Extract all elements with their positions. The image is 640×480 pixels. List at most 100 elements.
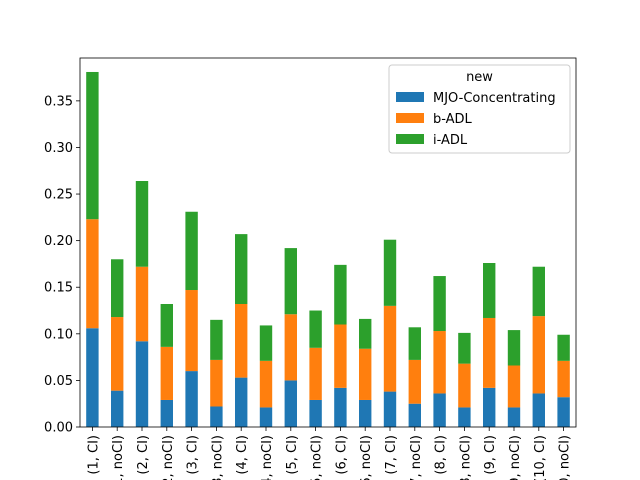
y-tick-label: 0.25 xyxy=(44,188,73,203)
x-tick-label: (8, noCI) xyxy=(458,435,473,480)
x-tick-label: (5, noCI) xyxy=(310,435,325,480)
bar-mjo-concentrating-2 xyxy=(111,390,124,427)
bar-b-adl-18 xyxy=(507,365,521,408)
bar-b-adl-15 xyxy=(433,331,446,394)
legend-entry-label: i-ADL xyxy=(433,133,468,148)
bar-i-adl-5 xyxy=(185,211,198,291)
x-tick-label: (6, CI) xyxy=(334,435,349,475)
legend-box xyxy=(388,64,571,154)
y-axis-ticks: 0.00 0.05 0.10 0.15 0.20 0.25 0.30 0.35 xyxy=(44,94,80,436)
x-tick-label: (1, noCI) xyxy=(111,435,126,480)
x-tick-label: (3, noCI) xyxy=(210,435,225,480)
bar-i-adl-3 xyxy=(135,181,149,267)
bar-b-adl-12 xyxy=(359,348,372,400)
bar-mjo-concentrating-8 xyxy=(259,407,273,427)
legend-entry-label: MJO-Concentrating xyxy=(433,91,556,106)
bar-mjo-concentrating-10 xyxy=(309,399,322,427)
x-tick-label: (5, CI) xyxy=(285,435,300,475)
axes-frame xyxy=(79,57,577,428)
y-tick-label: 0.00 xyxy=(44,421,73,436)
bar-b-adl-19 xyxy=(532,316,545,394)
bar-i-adl-11 xyxy=(334,264,347,325)
bar-mjo-concentrating-7 xyxy=(235,377,248,427)
bar-i-adl-7 xyxy=(235,234,248,304)
bar-i-adl-12 xyxy=(359,318,372,349)
y-tick-label: 0.30 xyxy=(44,141,73,156)
bar-mjo-concentrating-20 xyxy=(557,397,570,427)
bar-mjo-concentrating-14 xyxy=(408,403,421,427)
x-tick-label: (2, CI) xyxy=(136,435,151,475)
x-tick-label: (2, noCI) xyxy=(161,435,176,480)
bars-group xyxy=(86,71,570,427)
x-tick-label: (4, noCI) xyxy=(260,435,275,480)
y-tick-label: 0.15 xyxy=(44,281,73,296)
legend-swatch xyxy=(396,92,424,102)
bar-b-adl-1 xyxy=(86,219,99,329)
legend-entry-label: b-ADL xyxy=(433,112,473,127)
bar-i-adl-9 xyxy=(284,248,297,315)
bar-b-adl-8 xyxy=(259,360,273,408)
x-tick-label: (4, CI) xyxy=(235,435,250,475)
bar-i-adl-2 xyxy=(111,259,124,318)
bar-b-adl-14 xyxy=(408,359,421,404)
x-tick-label: (10, noCI) xyxy=(558,435,573,480)
y-tick-label: 0.35 xyxy=(44,94,73,109)
bar-i-adl-18 xyxy=(507,330,521,366)
bar-i-adl-15 xyxy=(433,276,446,332)
bar-i-adl-17 xyxy=(483,263,496,318)
bar-b-adl-9 xyxy=(284,314,297,381)
bar-mjo-concentrating-11 xyxy=(334,387,347,427)
x-tick-label: (7, noCI) xyxy=(409,435,424,480)
bar-mjo-concentrating-12 xyxy=(359,399,372,427)
bar-b-adl-10 xyxy=(309,347,322,400)
bar-mjo-concentrating-9 xyxy=(284,380,297,427)
bar-b-adl-4 xyxy=(160,346,173,400)
legend-swatch xyxy=(396,134,424,144)
x-tick-label: (9, CI) xyxy=(483,435,498,475)
x-tick-label: (10, CI) xyxy=(533,435,548,480)
bar-mjo-concentrating-6 xyxy=(210,406,223,427)
bar-b-adl-7 xyxy=(235,304,248,378)
bar-b-adl-6 xyxy=(210,359,223,407)
bar-i-adl-19 xyxy=(532,266,545,317)
bar-b-adl-16 xyxy=(458,363,471,408)
x-tick-label: (9, noCI) xyxy=(508,435,523,480)
x-tick-label: (7, CI) xyxy=(384,435,399,475)
y-tick-label: 0.10 xyxy=(44,327,73,342)
bar-mjo-concentrating-18 xyxy=(507,407,521,427)
x-tick-label: (8, CI) xyxy=(434,435,449,475)
legend-title: new xyxy=(466,70,493,85)
plot-frame xyxy=(79,57,577,428)
bar-mjo-concentrating-15 xyxy=(433,393,446,427)
bar-b-adl-20 xyxy=(557,360,570,398)
bar-mjo-concentrating-3 xyxy=(135,341,149,427)
bar-mjo-concentrating-1 xyxy=(86,328,99,427)
y-tick-label: 0.20 xyxy=(44,234,73,249)
bar-b-adl-11 xyxy=(334,324,347,388)
bar-i-adl-10 xyxy=(309,310,322,348)
bar-b-adl-3 xyxy=(135,266,149,342)
x-tick-label: (3, CI) xyxy=(186,435,201,475)
bar-b-adl-13 xyxy=(383,305,397,392)
bar-i-adl-6 xyxy=(210,319,223,360)
bar-mjo-concentrating-16 xyxy=(458,407,471,427)
bar-mjo-concentrating-5 xyxy=(185,371,198,427)
bar-mjo-concentrating-13 xyxy=(383,391,397,427)
bar-mjo-concentrating-17 xyxy=(483,387,496,427)
bar-b-adl-5 xyxy=(185,290,198,372)
bar-i-adl-4 xyxy=(160,304,173,347)
bar-b-adl-2 xyxy=(111,317,124,391)
x-tick-label: (1, CI) xyxy=(86,435,101,475)
x-tick-label: (6, noCI) xyxy=(359,435,374,480)
bar-i-adl-20 xyxy=(557,334,570,361)
legend: new MJO-Concentrating b-ADL i-ADL xyxy=(388,64,571,154)
bar-i-adl-8 xyxy=(259,325,273,361)
bar-mjo-concentrating-4 xyxy=(160,399,173,427)
bar-i-adl-13 xyxy=(383,239,397,306)
bar-b-adl-17 xyxy=(483,317,496,388)
y-tick-label: 0.05 xyxy=(44,374,73,389)
bar-i-adl-14 xyxy=(408,327,421,360)
bar-mjo-concentrating-19 xyxy=(532,393,545,427)
legend-swatch xyxy=(396,113,424,123)
